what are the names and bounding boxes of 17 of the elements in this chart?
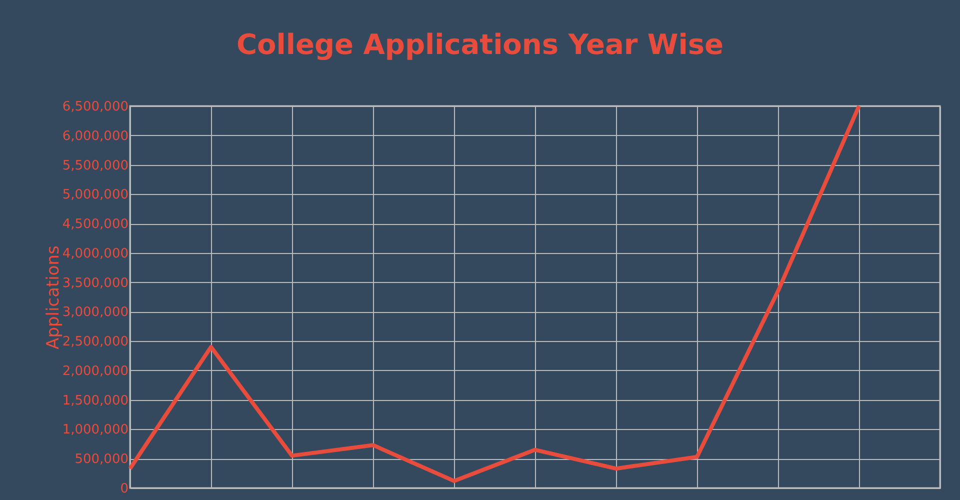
y-tick-label: 1,000,000: [62, 422, 128, 438]
y-tick-label: 3,000,000: [62, 305, 128, 320]
y-tick-label: 5,500,000: [62, 158, 128, 174]
y-tick-label: 2,500,000: [62, 334, 128, 350]
y-tick-label: 500,000: [74, 452, 128, 468]
chart-title: College Applications Year Wise: [236, 28, 724, 61]
line-series: [128, 104, 861, 483]
y-tick-label: 0: [120, 482, 128, 496]
y-tick-label: 4,500,000: [62, 217, 128, 232]
y-tick-label: 6,000,000: [62, 128, 128, 144]
y-tick-label: 2,000,000: [62, 364, 128, 379]
y-axis-title: Applications: [43, 245, 64, 350]
y-tick-label: 3,500,000: [62, 276, 128, 291]
y-tick-label: 1,500,000: [62, 393, 128, 408]
y-tick-label: 4,000,000: [62, 246, 128, 262]
y-tick-label: 5,000,000: [62, 188, 128, 203]
y-tick-label: 6,500,000: [62, 100, 128, 114]
